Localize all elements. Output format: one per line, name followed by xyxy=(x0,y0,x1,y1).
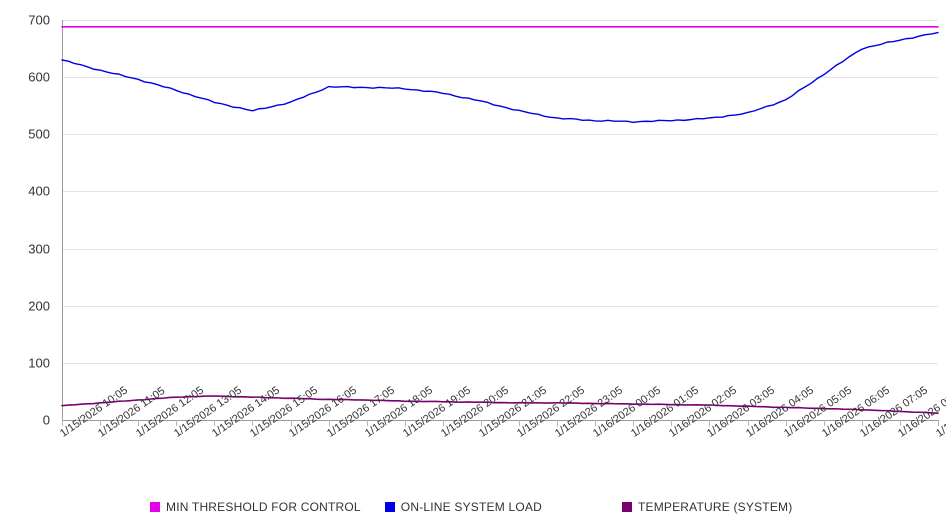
y-axis-label-700: 700 xyxy=(0,13,50,28)
x-tick-7 xyxy=(329,420,330,426)
y-axis-label-500: 500 xyxy=(0,127,50,142)
legend-item-threshold[interactable]: MIN THRESHOLD FOR CONTROL xyxy=(150,500,361,514)
y-axis-label-200: 200 xyxy=(0,298,50,313)
legend-swatch-load xyxy=(385,502,395,512)
x-tick-6 xyxy=(291,420,292,426)
x-tick-8 xyxy=(367,420,368,426)
legend-swatch-threshold xyxy=(150,502,160,512)
legend-label-threshold: MIN THRESHOLD FOR CONTROL xyxy=(166,500,361,514)
legend-item-load[interactable]: ON-LINE SYSTEM LOAD xyxy=(385,500,542,514)
y-axis-label-400: 400 xyxy=(0,184,50,199)
chart-root: 0 100 200 300 400 500 600 700 MIN THRESHOLD FOR… xyxy=(0,0,946,526)
legend-item-temperature[interactable]: TEMPERATURE (SYSTEM) xyxy=(622,500,792,514)
y-axis-label-600: 600 xyxy=(0,70,50,85)
x-tick-19 xyxy=(786,420,787,426)
x-tick-18 xyxy=(748,420,749,426)
y-axis-label-300: 300 xyxy=(0,241,50,256)
temperature-line xyxy=(62,20,938,420)
legend-label-load: ON-LINE SYSTEM LOAD xyxy=(401,500,542,514)
legend-swatch-temperature xyxy=(622,502,632,512)
legend-label-temperature: TEMPERATURE (SYSTEM) xyxy=(638,500,792,514)
chart-legend: MIN THRESHOLD FOR CONTROL ON-LINE SYSTEM… xyxy=(150,497,850,517)
y-axis-label-0: 0 xyxy=(0,413,50,428)
y-axis-label-100: 100 xyxy=(0,355,50,370)
x-tick-20 xyxy=(824,420,825,426)
